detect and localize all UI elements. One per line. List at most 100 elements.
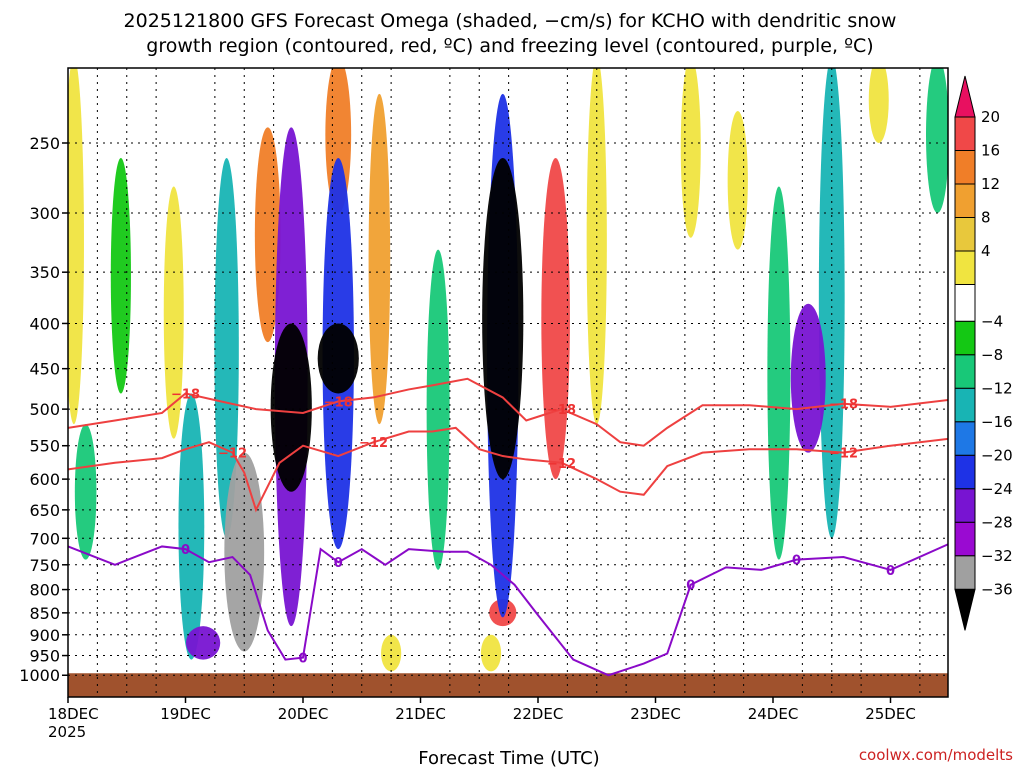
omega-cell bbox=[727, 110, 748, 250]
isotherm-minus12-label: −12 bbox=[547, 457, 576, 472]
colorbar-segment bbox=[954, 354, 976, 389]
colorbar-tick-label: −8 bbox=[981, 346, 1003, 364]
colorbar-segment bbox=[954, 116, 976, 151]
y-tick-label: 900 bbox=[29, 626, 60, 645]
colorbar-bottom-arrow bbox=[954, 588, 976, 631]
contour-lines: −18 −18 −18 −18 −12 −12 −12 −12 0 0 0 0 0 0 bbox=[68, 377, 948, 677]
x-tick-label: 18DEC bbox=[48, 705, 99, 723]
colorbar-segment bbox=[954, 217, 976, 252]
x-tick-label: 21DEC bbox=[395, 705, 446, 723]
omega-cell bbox=[767, 186, 791, 560]
y-tick-label: 400 bbox=[29, 314, 60, 333]
omega-cell bbox=[868, 68, 889, 143]
omega-cell bbox=[680, 68, 701, 238]
y-tick-label: 600 bbox=[29, 470, 60, 489]
isotherm-minus12-label: −12 bbox=[829, 447, 858, 462]
omega-shading bbox=[68, 68, 948, 672]
colorbar-legend: 20 16 12 8 4 −4 −8 −12 −16 −20 −24 −28 −32 −36 bbox=[954, 75, 1013, 631]
freezing-level-0c bbox=[68, 543, 948, 677]
x-tick-label: 24DEC bbox=[748, 705, 799, 723]
omega-cell bbox=[74, 424, 97, 560]
omega-cell bbox=[214, 158, 239, 539]
x-axis-label: Forecast Time (UTC) bbox=[418, 748, 599, 768]
freezing-level-0c-label: 0 bbox=[886, 564, 895, 579]
y-tick-label: 650 bbox=[29, 501, 60, 520]
isotherm-minus18-label: −18 bbox=[829, 398, 858, 413]
y-tick-label: 750 bbox=[29, 556, 60, 575]
colorbar-segment bbox=[954, 387, 976, 423]
colorbar-tick-label: −36 bbox=[981, 580, 1013, 598]
y-tick-label: 800 bbox=[29, 581, 60, 600]
x-tick-label: 25DEC bbox=[865, 705, 916, 723]
colorbar-segment bbox=[954, 521, 976, 557]
omega-cell bbox=[480, 634, 502, 672]
y-tick-label: 300 bbox=[29, 204, 60, 223]
omega-cell bbox=[818, 68, 845, 539]
y-tick-label: 950 bbox=[29, 647, 60, 666]
x-axis-time: 18DEC 19DEC 20DEC 21DEC 22DEC 23DEC 24DEC 25DEC… bbox=[48, 697, 916, 741]
credit-text: coolwx.com/modelts bbox=[859, 746, 1013, 764]
isotherm-minus12-label: −12 bbox=[218, 447, 247, 462]
colorbar-tick-label: −4 bbox=[981, 312, 1003, 330]
colorbar-segment bbox=[954, 150, 976, 185]
y-tick-label: 550 bbox=[29, 437, 60, 456]
colorbar-tick-label: −24 bbox=[981, 480, 1013, 498]
omega-cell bbox=[381, 634, 402, 672]
colorbar-segment bbox=[954, 555, 976, 590]
freezing-level-0c-label: 0 bbox=[792, 554, 801, 569]
x-year-label: 2025 bbox=[48, 723, 86, 741]
colorbar-segment bbox=[954, 454, 976, 490]
colorbar-tick-label: 16 bbox=[981, 142, 1000, 160]
colorbar-tick-label: −28 bbox=[981, 513, 1013, 531]
omega-cell bbox=[270, 323, 312, 492]
omega-cell bbox=[110, 158, 131, 394]
isotherm-minus12 bbox=[68, 426, 948, 513]
omega-cell bbox=[368, 93, 391, 425]
y-tick-label: 450 bbox=[29, 360, 60, 379]
colorbar-tick-label: −32 bbox=[981, 547, 1013, 565]
omega-cell bbox=[254, 127, 281, 343]
colorbar-tick-label: 4 bbox=[981, 242, 991, 260]
y-tick-label: 350 bbox=[29, 263, 60, 282]
chart-title-line1: 2025121800 GFS Forecast Omega (shaded, −… bbox=[124, 10, 897, 32]
y-tick-label: 700 bbox=[29, 529, 60, 548]
y-tick-label: 850 bbox=[29, 604, 60, 623]
x-tick-label: 20DEC bbox=[278, 705, 329, 723]
freezing-level-0c-label: 0 bbox=[298, 652, 307, 667]
colorbar-segment bbox=[954, 488, 976, 523]
omega-cell bbox=[317, 323, 359, 394]
colorbar-tick-label: −12 bbox=[981, 379, 1013, 397]
isotherm-minus18-label: −18 bbox=[324, 395, 353, 410]
omega-cell bbox=[482, 158, 524, 480]
x-tick-label: 23DEC bbox=[630, 705, 681, 723]
omega-cell bbox=[541, 158, 570, 480]
omega-cell bbox=[790, 303, 826, 453]
y-axis-pressure: 250 300 350 400 450 500 550 600 650 700 750 800 850 9… bbox=[19, 134, 68, 685]
isotherm-minus18 bbox=[68, 377, 948, 447]
omega-cell bbox=[178, 393, 205, 660]
chart-title-line2: growth region (contoured, red, ºC) and f… bbox=[146, 35, 873, 57]
omega-cell bbox=[163, 186, 184, 439]
omega-cell bbox=[426, 249, 450, 570]
colorbar-segment bbox=[954, 183, 976, 218]
freezing-level-0c-label: 0 bbox=[181, 543, 190, 558]
ground-surface bbox=[68, 673, 948, 697]
colorbar-segment bbox=[954, 421, 976, 456]
omega-cell bbox=[926, 68, 948, 213]
plot-border bbox=[67, 67, 949, 698]
terrain-ground bbox=[68, 673, 948, 697]
y-tick-label: 500 bbox=[29, 400, 60, 419]
colorbar-segment bbox=[954, 250, 976, 285]
y-tick-label: 1000 bbox=[19, 666, 60, 685]
colorbar-tick-label: 8 bbox=[981, 209, 991, 227]
colorbar-tick-label: −20 bbox=[981, 446, 1013, 464]
colorbar-tick-label: 20 bbox=[981, 108, 1000, 126]
isotherm-minus18-label: −18 bbox=[547, 403, 576, 418]
freezing-level-0c-label: 0 bbox=[334, 556, 343, 571]
isotherm-minus12-label: −12 bbox=[359, 436, 388, 451]
colorbar-segment bbox=[954, 284, 976, 322]
x-tick-label: 19DEC bbox=[160, 705, 211, 723]
isotherm-minus18-label: −18 bbox=[171, 387, 200, 402]
y-tick-label: 250 bbox=[29, 134, 60, 153]
